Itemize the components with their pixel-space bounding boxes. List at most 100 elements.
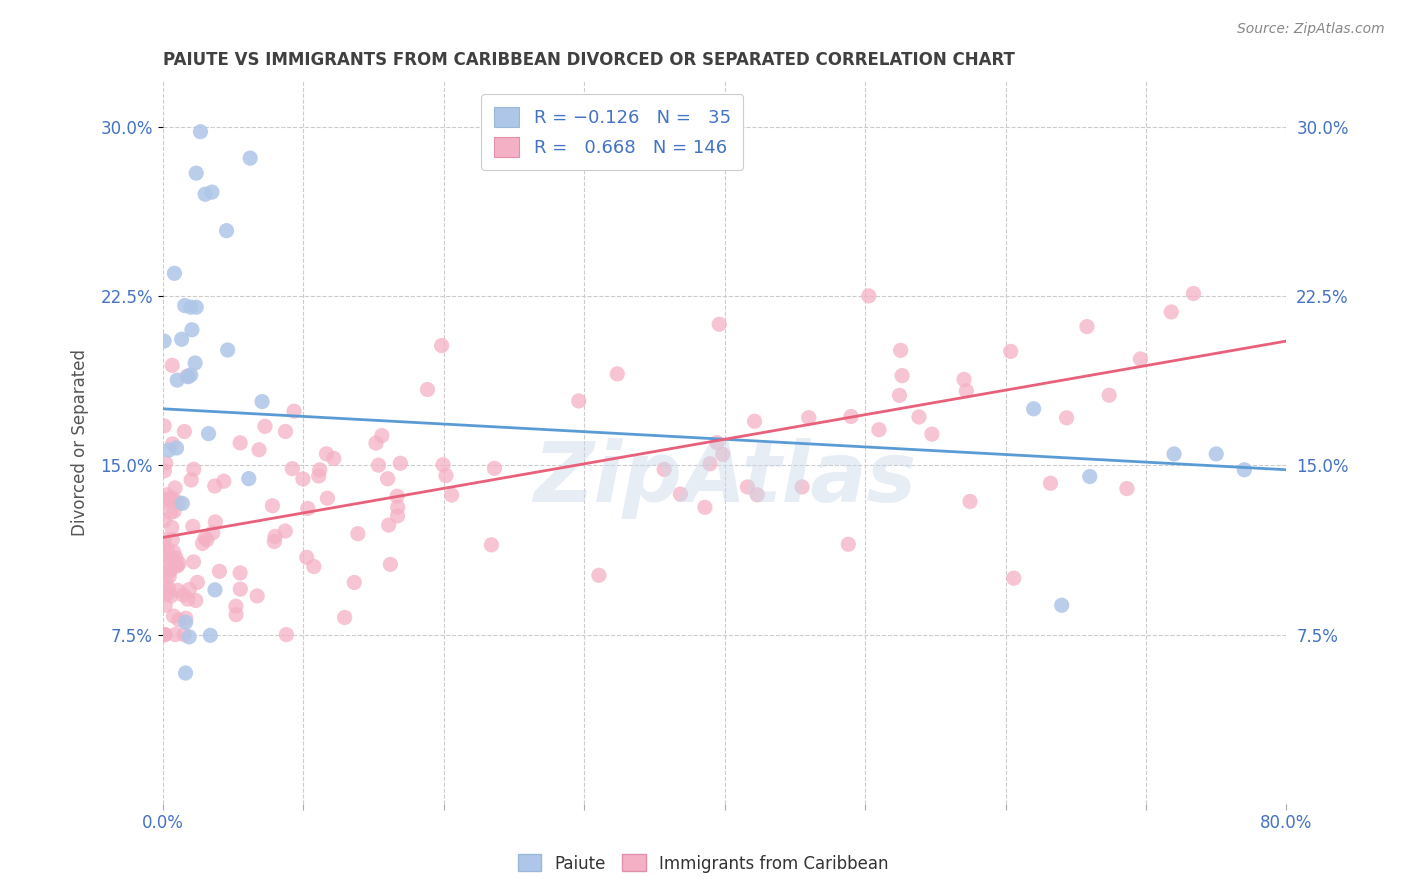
Point — [215, 224, 238, 238]
Point — [1039, 476, 1062, 491]
Point — [364, 436, 387, 450]
Point — [343, 575, 366, 590]
Point — [858, 289, 880, 303]
Text: Source: ZipAtlas.com: Source: ZipAtlas.com — [1237, 22, 1385, 37]
Point — [322, 451, 344, 466]
Point — [264, 529, 287, 543]
Point — [173, 299, 195, 313]
Point — [190, 125, 212, 139]
Point — [1160, 305, 1182, 319]
Point — [652, 462, 675, 476]
Point — [385, 489, 408, 503]
Point — [1182, 286, 1205, 301]
Point — [416, 383, 439, 397]
Point — [173, 627, 195, 641]
Point — [165, 550, 187, 565]
Point — [229, 435, 252, 450]
Point — [181, 519, 204, 533]
Point — [160, 589, 183, 603]
Point — [1129, 351, 1152, 366]
Point — [180, 300, 202, 314]
Point — [1233, 463, 1256, 477]
Point — [153, 494, 176, 508]
Point — [1002, 571, 1025, 585]
Point — [177, 369, 200, 384]
Point — [153, 627, 176, 641]
Point — [160, 520, 183, 534]
Point — [181, 323, 204, 337]
Point — [153, 540, 176, 554]
Point — [153, 533, 176, 547]
Point — [711, 447, 734, 461]
Point — [276, 627, 298, 641]
Point — [291, 472, 314, 486]
Point — [839, 409, 862, 424]
Point — [347, 526, 370, 541]
Point — [1116, 482, 1139, 496]
Point — [908, 409, 931, 424]
Point — [163, 545, 186, 559]
Point — [797, 410, 820, 425]
Point — [1022, 401, 1045, 416]
Point — [174, 665, 197, 680]
Point — [706, 435, 728, 450]
Text: ZipAtlas: ZipAtlas — [533, 438, 917, 519]
Point — [201, 185, 224, 199]
Point — [302, 559, 325, 574]
Point — [316, 491, 339, 506]
Point — [889, 388, 911, 402]
Point — [160, 359, 183, 373]
Point — [239, 151, 262, 165]
Point — [955, 384, 977, 398]
Point — [229, 566, 252, 580]
Point — [212, 474, 235, 488]
Point — [177, 592, 200, 607]
Point — [174, 615, 197, 630]
Point — [377, 472, 399, 486]
Point — [891, 368, 914, 383]
Point — [163, 266, 186, 280]
Point — [167, 557, 190, 571]
Point — [166, 441, 188, 455]
Point — [1163, 447, 1185, 461]
Point — [153, 334, 176, 348]
Point — [186, 300, 208, 314]
Point — [204, 479, 226, 493]
Point — [333, 610, 356, 624]
Point — [387, 500, 409, 515]
Point — [200, 628, 222, 642]
Point — [184, 356, 207, 370]
Point — [699, 457, 721, 471]
Point — [262, 499, 284, 513]
Point — [165, 627, 187, 641]
Point — [247, 442, 270, 457]
Point — [371, 428, 394, 442]
Point — [204, 582, 226, 597]
Point — [440, 488, 463, 502]
Point — [1098, 388, 1121, 402]
Point — [283, 404, 305, 418]
Point — [959, 494, 981, 508]
Point — [204, 515, 226, 529]
Point — [837, 537, 859, 551]
Point — [170, 332, 193, 346]
Point — [208, 565, 231, 579]
Point — [159, 552, 181, 566]
Point — [194, 531, 217, 545]
Point — [174, 611, 197, 625]
Point — [162, 437, 184, 451]
Point — [166, 373, 188, 387]
Point — [179, 630, 201, 644]
Point — [165, 558, 187, 573]
Text: PAIUTE VS IMMIGRANTS FROM CARIBBEAN DIVORCED OR SEPARATED CORRELATION CHART: PAIUTE VS IMMIGRANTS FROM CARIBBEAN DIVO… — [163, 51, 1015, 69]
Point — [162, 609, 184, 624]
Point — [229, 582, 252, 596]
Point — [250, 394, 273, 409]
Point — [159, 564, 181, 578]
Point — [953, 372, 976, 386]
Point — [173, 425, 195, 439]
Point — [159, 491, 181, 506]
Point — [153, 627, 176, 641]
Point — [153, 549, 176, 563]
Point — [155, 488, 177, 502]
